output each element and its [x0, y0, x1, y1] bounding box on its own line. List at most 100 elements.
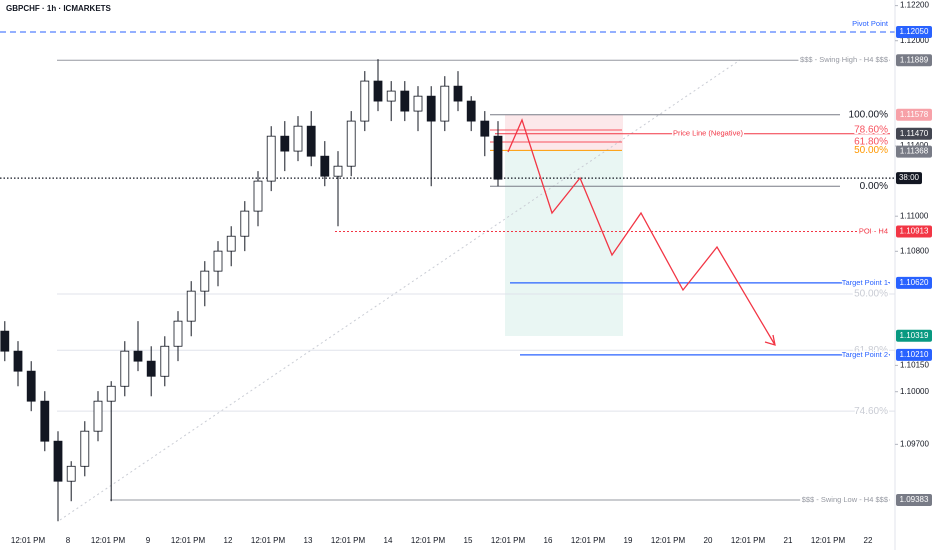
- x-tick-label: 9: [146, 536, 151, 545]
- candle-body: [133, 350, 143, 362]
- level-label: $$$ - Swing High - H4 $$$: [800, 55, 889, 64]
- x-tick-label: 22: [864, 536, 873, 545]
- trend-line: [59, 59, 741, 521]
- x-tick-label: 15: [464, 536, 473, 545]
- candle-body: [26, 370, 36, 402]
- candle-body: [253, 180, 263, 212]
- candle-body: [213, 250, 223, 272]
- x-tick-label: 12:01 PM: [651, 536, 686, 545]
- candle-body: [226, 235, 236, 252]
- price-badge-label: 1.10210: [900, 350, 929, 359]
- candle-body: [13, 350, 23, 372]
- price-badge: [896, 108, 932, 121]
- candle-body: [480, 120, 490, 137]
- x-tick-label: 12:01 PM: [411, 536, 446, 545]
- price-badge-label: 1.10913: [900, 227, 929, 236]
- projection-arrow: [764, 334, 776, 346]
- x-tick-label: 13: [304, 536, 313, 545]
- candle-body: [440, 85, 450, 122]
- price-badge-label: 1.11368: [900, 147, 929, 156]
- price-badge-label: 1.11470: [900, 129, 929, 138]
- price-badge: [896, 329, 932, 342]
- price-badge: [896, 54, 932, 67]
- candle-body: [373, 80, 383, 102]
- levels: 50.00%61.80%74.60%Pivot Point$$$ - Swing…: [0, 17, 895, 505]
- fib-wide-label: 61.80%: [854, 345, 888, 356]
- candle-body: [120, 350, 130, 387]
- x-tick-label: 12:01 PM: [331, 536, 366, 545]
- candle-body: [346, 120, 356, 167]
- x-tick-label: 16: [544, 536, 553, 545]
- candle-body: [360, 80, 370, 122]
- price-badge: [896, 276, 932, 289]
- y-tick-label: 1.12000: [900, 36, 929, 45]
- chart-title: GBPCHF · 1h · ICMARKETS: [6, 4, 112, 13]
- level-label: Pivot Point: [852, 19, 889, 28]
- level-label: POI - H4: [859, 226, 888, 235]
- y-tick-label: 1.10000: [900, 387, 929, 396]
- projection-path: [507, 118, 776, 346]
- x-tick-label: 19: [624, 536, 633, 545]
- y-tick-label: 1.09700: [900, 439, 929, 448]
- candle-body: [293, 125, 303, 152]
- candle-body: [493, 135, 503, 180]
- candle-body: [66, 465, 76, 482]
- x-tick-label: 14: [384, 536, 393, 545]
- x-tick-label: 12:01 PM: [11, 536, 46, 545]
- price-badge: [896, 493, 932, 506]
- price-badge-label: 1.11578: [900, 110, 929, 119]
- y-tick-label: 1.11000: [900, 211, 929, 220]
- candle-body: [240, 210, 250, 237]
- candle-body: [186, 290, 196, 322]
- candle-body: [0, 330, 10, 352]
- x-tick-label: 12:01 PM: [571, 536, 606, 545]
- candle-body: [426, 95, 436, 122]
- candle-body: [80, 430, 90, 467]
- candle-body: [173, 320, 183, 347]
- candle-body: [280, 135, 290, 152]
- price-badge: [896, 25, 932, 38]
- x-tick-label: 12:01 PM: [171, 536, 206, 545]
- candle-body: [466, 100, 476, 122]
- price-badge-label: 1.10319: [900, 331, 929, 340]
- level-label: Price Line (Negative): [673, 129, 744, 138]
- price-badge: [896, 145, 932, 158]
- candle-body: [453, 85, 463, 102]
- x-tick-label: 12:01 PM: [251, 536, 286, 545]
- price-badge-label: 1.10620: [900, 278, 929, 287]
- countdown-label: 38:00: [899, 173, 920, 182]
- x-tick-label: 12:01 PM: [811, 536, 846, 545]
- y-tick-label: 1.10150: [900, 360, 929, 369]
- y-tick-label: 1.12200: [900, 1, 929, 10]
- candle-body: [333, 165, 343, 177]
- candle-body: [93, 400, 103, 432]
- candle-body: [146, 360, 156, 377]
- fib-wide-label: 74.60%: [854, 406, 888, 417]
- risk-zone: [505, 115, 623, 150]
- candle-body: [400, 90, 410, 112]
- x-tick-label: 12:01 PM: [91, 536, 126, 545]
- x-tick-label: 21: [784, 536, 793, 545]
- fib-label: 100.00%: [849, 109, 889, 120]
- level-label: $$$ - Swing Low - H4 $$$: [802, 495, 889, 504]
- candle-body: [106, 385, 116, 402]
- candle-body: [386, 90, 396, 102]
- price-badge: [896, 348, 932, 361]
- x-tick-label: 12: [224, 536, 233, 545]
- price-badge-label: 1.11889: [900, 55, 929, 64]
- level-label: Target Point 2: [842, 350, 888, 359]
- y-tick-label: 1.11400: [900, 141, 929, 150]
- x-tick-label: 12:01 PM: [731, 536, 766, 545]
- x-tick-label: 20: [704, 536, 713, 545]
- x-axis: [0, 532, 895, 550]
- candles: [0, 59, 503, 522]
- fib-label: 0.00%: [860, 181, 888, 192]
- candle-body: [266, 135, 276, 182]
- price-badge-label: 1.12050: [900, 27, 929, 36]
- fib-label: 78.60%: [854, 125, 888, 136]
- reward-zone: [505, 150, 623, 336]
- price-badge: [896, 127, 932, 140]
- countdown-badge: [896, 172, 922, 185]
- candle-body: [40, 400, 50, 442]
